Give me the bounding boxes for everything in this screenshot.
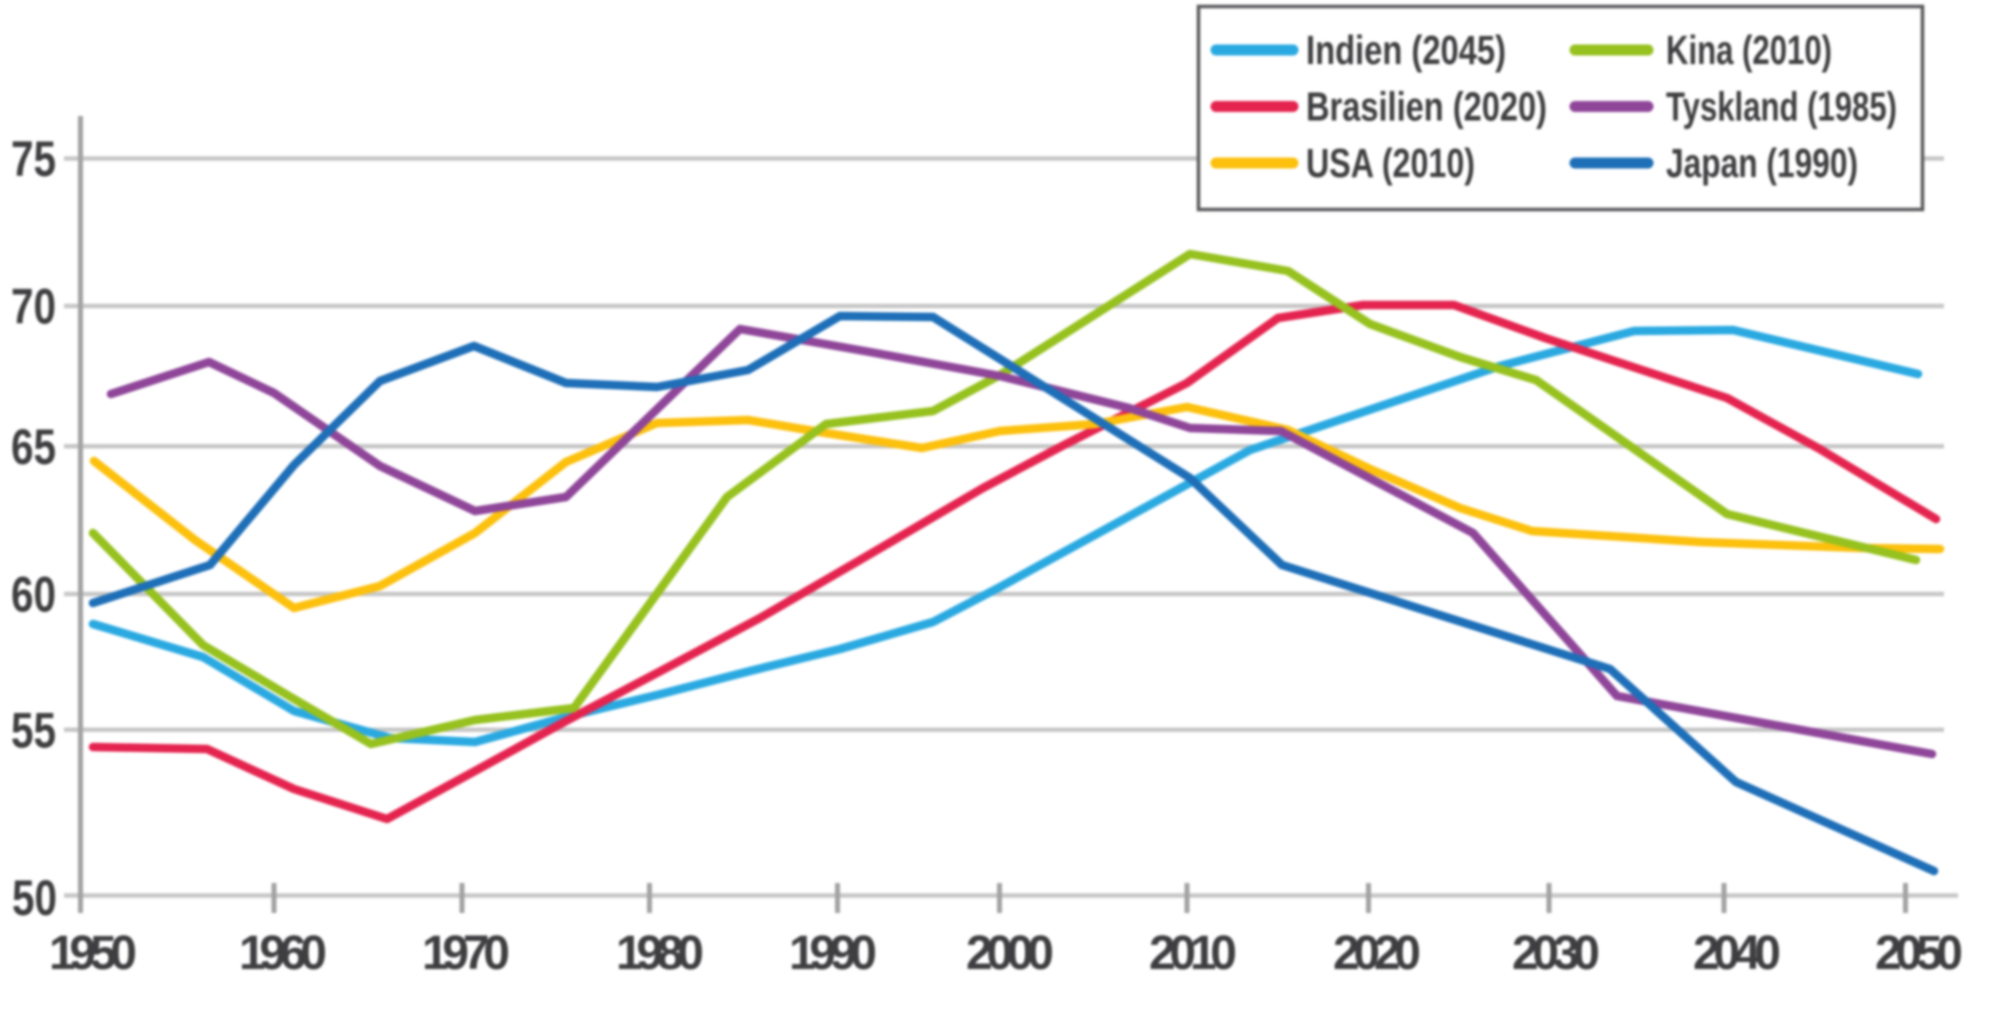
svg-text:1970: 1970	[422, 927, 510, 980]
svg-text:Kina (2010): Kina (2010)	[1666, 27, 1832, 73]
svg-text:2050: 2050	[1875, 927, 1963, 980]
svg-text:60: 60	[11, 567, 56, 623]
svg-text:1950: 1950	[49, 927, 137, 980]
svg-text:70: 70	[11, 279, 56, 335]
svg-text:55: 55	[11, 702, 56, 758]
svg-text:2000: 2000	[966, 927, 1054, 980]
svg-text:Tyskland (1985): Tyskland (1985)	[1666, 84, 1897, 130]
svg-text:1990: 1990	[789, 927, 877, 980]
svg-text:65: 65	[11, 419, 56, 475]
svg-text:1960: 1960	[239, 927, 327, 980]
svg-text:50: 50	[12, 870, 57, 926]
svg-text:2040: 2040	[1693, 927, 1781, 980]
svg-text:Indien (2045): Indien (2045)	[1306, 27, 1506, 73]
svg-text:USA (2010): USA (2010)	[1306, 140, 1475, 186]
svg-text:Japan (1990): Japan (1990)	[1666, 140, 1858, 186]
svg-text:Brasilien (2020): Brasilien (2020)	[1306, 84, 1547, 130]
svg-text:2010: 2010	[1149, 927, 1237, 980]
svg-text:75: 75	[11, 131, 56, 187]
svg-text:2030: 2030	[1512, 927, 1600, 980]
svg-text:1980: 1980	[616, 927, 704, 980]
svg-text:2020: 2020	[1333, 927, 1421, 980]
